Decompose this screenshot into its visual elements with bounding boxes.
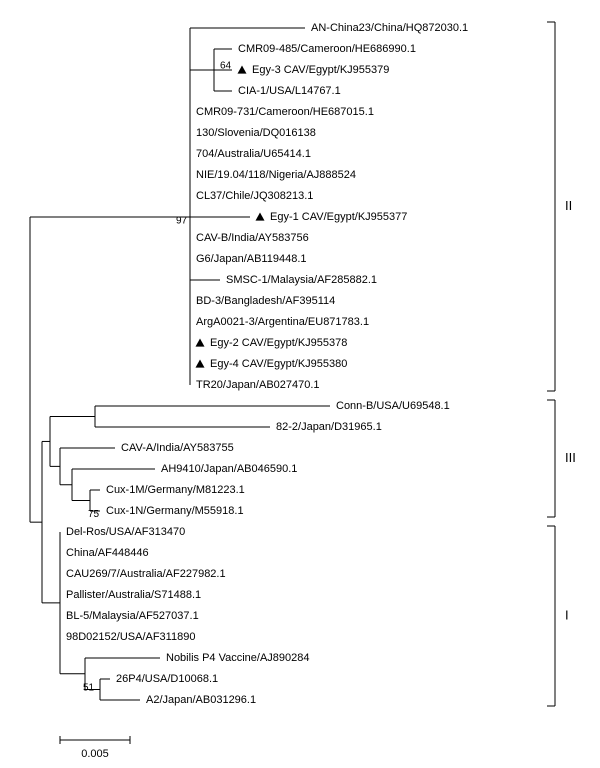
svg-text:III: III xyxy=(565,450,576,465)
tip-label: CAV-A/India/AY583755 xyxy=(121,442,234,454)
svg-text:51: 51 xyxy=(83,682,95,693)
tip-label: Egy-4 CAV/Egypt/KJ955380 xyxy=(210,358,347,370)
tip-label: NIE/19.04/118/Nigeria/AJ888524 xyxy=(196,169,356,181)
tip-label: CL37/Chile/JQ308213.1 xyxy=(196,190,313,202)
tip-label: TR20/Japan/AB027470.1 xyxy=(196,379,320,391)
study-sample-marker-icon xyxy=(196,339,205,347)
tip-label: 82-2/Japan/D31965.1 xyxy=(276,421,382,433)
study-sample-marker-icon xyxy=(196,360,205,368)
tip-label: AH9410/Japan/AB046590.1 xyxy=(161,463,297,475)
tip-label: Nobilis P4 Vaccine/AJ890284 xyxy=(166,652,310,664)
tip-label: CAV-B/India/AY583756 xyxy=(196,232,309,244)
tip-label: G6/Japan/AB119448.1 xyxy=(196,253,307,265)
study-sample-marker-icon xyxy=(238,66,247,74)
tip-label: Cux-1M/Germany/M81223.1 xyxy=(106,484,245,496)
tip-label: 98D02152/USA/AF311890 xyxy=(66,631,195,643)
tip-label: 26P4/USA/D10068.1 xyxy=(116,673,218,685)
tip-label: Egy-1 CAV/Egypt/KJ955377 xyxy=(270,211,407,223)
tip-label: CMR09-485/Cameroon/HE686990.1 xyxy=(238,43,416,55)
svg-text:0.005: 0.005 xyxy=(81,748,109,760)
tip-label: CIA-1/USA/L14767.1 xyxy=(238,85,341,97)
tip-label: Egy-2 CAV/Egypt/KJ955378 xyxy=(210,337,347,349)
tip-label: BD-3/Bangladesh/AF395114 xyxy=(196,295,335,307)
svg-text:I: I xyxy=(565,607,569,622)
svg-text:75: 75 xyxy=(88,509,100,520)
tip-label: Del-Ros/USA/AF313470 xyxy=(66,526,185,538)
tip-label: BL-5/Malaysia/AF527037.1 xyxy=(66,610,199,622)
tip-label: ArgA0021-3/Argentina/EU871783.1 xyxy=(196,316,369,328)
tip-label: Egy-3 CAV/Egypt/KJ955379 xyxy=(252,64,389,76)
svg-text:II: II xyxy=(565,198,572,213)
tip-label: Cux-1N/Germany/M55918.1 xyxy=(106,505,244,517)
tip-label: CAU269/7/Australia/AF227982.1 xyxy=(66,568,226,580)
tip-label: Conn-B/USA/U69548.1 xyxy=(336,400,450,412)
tip-label: 704/Australia/U65414.1 xyxy=(196,148,311,160)
tip-label: China/AF448446 xyxy=(66,547,149,559)
study-sample-marker-icon xyxy=(256,213,265,221)
tip-label: AN-China23/China/HQ872030.1 xyxy=(311,22,468,34)
phylogenetic-tree: 64977551AN-China23/China/HQ872030.1CMR09… xyxy=(0,0,600,768)
tip-label: 130/Slovenia/DQ016138 xyxy=(196,127,316,139)
tip-label: SMSC-1/Malaysia/AF285882.1 xyxy=(226,274,377,286)
tip-label: Pallister/Australia/S71488.1 xyxy=(66,589,201,601)
tip-label: CMR09-731/Cameroon/HE687015.1 xyxy=(196,106,374,118)
tip-label: A2/Japan/AB031296.1 xyxy=(146,694,256,706)
svg-text:64: 64 xyxy=(220,61,232,72)
